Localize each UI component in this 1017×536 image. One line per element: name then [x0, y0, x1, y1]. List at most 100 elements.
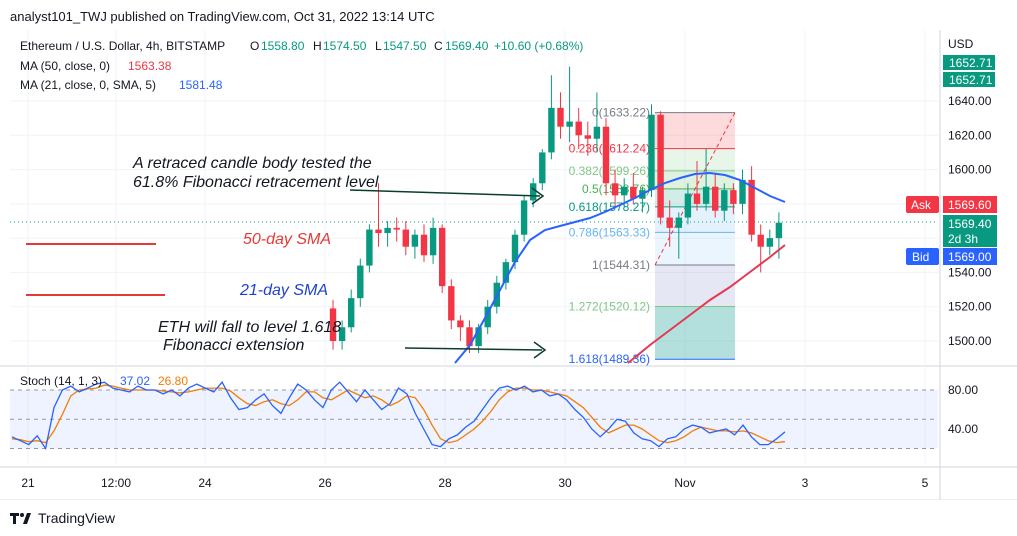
- candle-body[interactable]: [338, 327, 346, 341]
- candle-body[interactable]: [557, 107, 564, 127]
- candle-body[interactable]: [439, 227, 446, 287]
- candle[interactable]: [766, 229, 773, 256]
- candle-body[interactable]: [621, 186, 628, 196]
- candle-body[interactable]: [775, 222, 783, 239]
- candle[interactable]: [466, 320, 473, 353]
- candle[interactable]: [439, 224, 446, 293]
- candle-body[interactable]: [593, 126, 601, 139]
- candle-body[interactable]: [520, 200, 528, 235]
- fall-note-line2[interactable]: Fibonacci extension: [163, 337, 305, 354]
- candle[interactable]: [348, 289, 355, 333]
- candle-body[interactable]: [429, 227, 437, 256]
- stochastic-indicator[interactable]: [10, 381, 938, 451]
- candle-body[interactable]: [584, 135, 591, 139]
- candle[interactable]: [411, 229, 419, 259]
- candle[interactable]: [648, 104, 655, 197]
- drawings[interactable]: [26, 187, 547, 359]
- candlestick-series[interactable]: [329, 66, 783, 353]
- candle-body[interactable]: [375, 229, 382, 233]
- candle-body[interactable]: [702, 186, 710, 204]
- candle-body[interactable]: [566, 121, 573, 127]
- candle-body[interactable]: [411, 234, 419, 247]
- candle-body[interactable]: [602, 126, 610, 184]
- candle[interactable]: [712, 173, 719, 218]
- candle[interactable]: [675, 212, 682, 259]
- candle-body[interactable]: [420, 234, 428, 256]
- candle-body[interactable]: [739, 179, 746, 204]
- candle-body[interactable]: [757, 234, 764, 247]
- candle-body[interactable]: [357, 265, 364, 299]
- candle[interactable]: [375, 183, 382, 247]
- candle-body[interactable]: [548, 107, 555, 153]
- candle-body[interactable]: [575, 121, 582, 136]
- candle-body[interactable]: [530, 183, 537, 201]
- candle-body[interactable]: [721, 190, 728, 211]
- candle[interactable]: [693, 161, 701, 211]
- candle[interactable]: [602, 118, 610, 196]
- candle[interactable]: [575, 107, 582, 149]
- candle-body[interactable]: [730, 190, 737, 204]
- fall-arrow-line[interactable]: [404, 347, 543, 351]
- candle[interactable]: [484, 299, 491, 335]
- candle-body[interactable]: [511, 234, 519, 263]
- candle[interactable]: [420, 224, 428, 263]
- candle[interactable]: [338, 320, 346, 350]
- candle[interactable]: [666, 200, 673, 247]
- candle[interactable]: [702, 149, 710, 211]
- candle-body[interactable]: [466, 327, 473, 347]
- candle[interactable]: [611, 169, 619, 208]
- candle[interactable]: [721, 183, 728, 221]
- candle[interactable]: [730, 183, 737, 215]
- candle[interactable]: [657, 111, 664, 225]
- tradingview-logo[interactable]: TradingView: [10, 510, 115, 526]
- candle-body[interactable]: [684, 193, 692, 218]
- retrace-note-line2[interactable]: 61.8% Fibonacci retracement level: [133, 174, 379, 191]
- candle-body[interactable]: [366, 229, 373, 266]
- candle[interactable]: [520, 195, 528, 242]
- chart-area[interactable]: 0(1633.22) 0.236(1612.24) 0.382(1599.26) 0.…: [0, 0, 1017, 500]
- candle-body[interactable]: [693, 193, 701, 204]
- candle[interactable]: [329, 299, 337, 350]
- candle[interactable]: [429, 217, 437, 264]
- candle-body[interactable]: [393, 227, 400, 230]
- candle[interactable]: [539, 149, 546, 191]
- retrace-arrow-head[interactable]: [531, 187, 545, 205]
- candle-body[interactable]: [348, 298, 355, 328]
- candle-body[interactable]: [457, 320, 464, 328]
- candle[interactable]: [739, 169, 746, 215]
- candle[interactable]: [566, 66, 573, 143]
- candle-body[interactable]: [475, 327, 482, 347]
- fall-arrow-head[interactable]: [533, 341, 547, 359]
- sma21-note[interactable]: 21-day SMA: [239, 282, 328, 299]
- candle[interactable]: [457, 315, 464, 341]
- candle[interactable]: [357, 258, 364, 307]
- candle-body[interactable]: [648, 114, 655, 191]
- candle-body[interactable]: [502, 262, 510, 283]
- candle-body[interactable]: [329, 308, 337, 341]
- candle[interactable]: [402, 221, 409, 256]
- candle-body[interactable]: [402, 229, 409, 247]
- sma50-note[interactable]: 50-day SMA: [243, 231, 331, 248]
- candle-body[interactable]: [748, 179, 755, 235]
- fall-note-line1[interactable]: ETH will fall to level 1.618: [158, 319, 341, 336]
- candle-body[interactable]: [766, 238, 773, 247]
- candle-body[interactable]: [657, 114, 664, 218]
- candle[interactable]: [393, 217, 400, 242]
- candle-body[interactable]: [384, 227, 391, 233]
- candle[interactable]: [384, 221, 391, 247]
- candle[interactable]: [557, 92, 564, 139]
- candle-body[interactable]: [484, 306, 491, 328]
- candle[interactable]: [584, 121, 591, 156]
- fib-trend-line[interactable]: [654, 112, 736, 266]
- candle[interactable]: [548, 75, 555, 160]
- candle[interactable]: [748, 166, 755, 242]
- candle-body[interactable]: [611, 183, 619, 196]
- candle[interactable]: [593, 92, 601, 153]
- candle[interactable]: [366, 224, 373, 273]
- candle-body[interactable]: [630, 186, 637, 199]
- candle-body[interactable]: [675, 217, 682, 228]
- candle[interactable]: [448, 279, 455, 329]
- candle[interactable]: [502, 258, 510, 290]
- candle-body[interactable]: [712, 186, 719, 211]
- candle[interactable]: [684, 183, 692, 225]
